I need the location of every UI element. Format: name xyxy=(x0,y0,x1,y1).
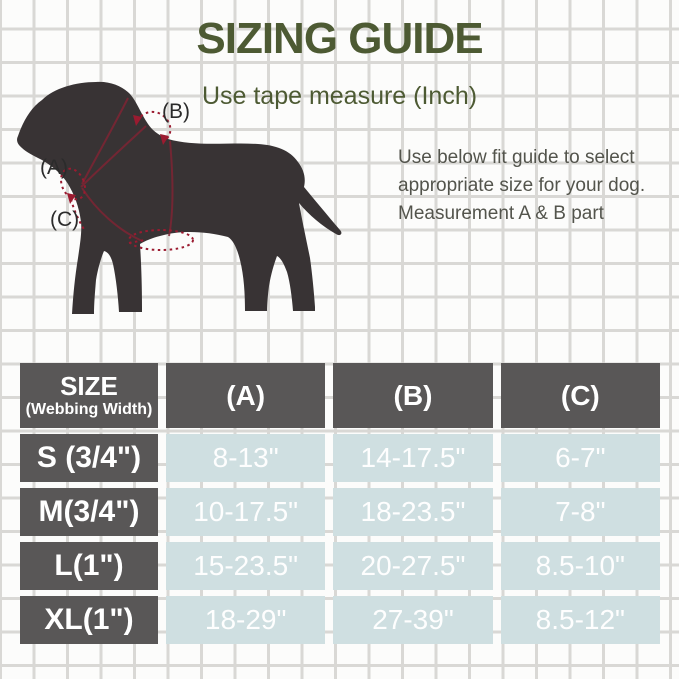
size-table: SIZE (Webbing Width) (A) (B) (C) S (3/4"… xyxy=(20,363,660,644)
size-table-header-col-b: (B) xyxy=(333,363,493,428)
measure-label-c: (C) xyxy=(50,208,80,231)
page-title: SIZING GUIDE xyxy=(196,14,483,63)
fit-note-line2: appropriate size for your dog. xyxy=(398,175,646,196)
size-table-header-size: SIZE (Webbing Width) xyxy=(20,363,158,428)
value-cell-m-c: 7-8" xyxy=(500,488,660,536)
size-cell-m: M(3/4") xyxy=(20,488,158,536)
size-cell-s: S (3/4") xyxy=(20,434,158,482)
measurement-arrowheads xyxy=(67,115,169,204)
size-header-sublabel: (Webbing Width) xyxy=(25,401,153,418)
dog-silhouette-illustration xyxy=(17,81,342,315)
value-cell-l-b: 20-27.5" xyxy=(333,542,493,590)
value-cell-m-a: 10-17.5" xyxy=(166,488,326,536)
fit-note-line1: Use below fit guide to select xyxy=(398,147,635,168)
value-cell-l-c: 8.5-10" xyxy=(500,542,660,590)
size-cell-l: L(1") xyxy=(20,542,158,590)
value-cell-m-b: 18-23.5" xyxy=(333,488,493,536)
subtitle: Use tape measure (Inch) xyxy=(201,82,478,110)
harness-strap-lines xyxy=(80,97,174,242)
value-cell-s-a: 8-13" xyxy=(166,434,326,482)
measure-label-a: (A) xyxy=(40,156,68,179)
dog-silhouette xyxy=(17,81,342,315)
value-cell-l-a: 15-23.5" xyxy=(166,542,326,590)
size-table-header-col-c: (C) xyxy=(500,363,660,428)
size-table-header-col-a: (A) xyxy=(166,363,326,428)
value-cell-s-c: 6-7" xyxy=(500,434,660,482)
measure-label-b: (B) xyxy=(162,100,190,123)
fit-note: Use below fit guide to select appropriat… xyxy=(398,144,658,228)
dog-measurement-diagram: (A) (B) (C) xyxy=(0,80,355,330)
size-cell-xl: XL(1") xyxy=(20,596,158,644)
value-cell-xl-b: 27-39" xyxy=(333,596,493,644)
size-header-label: SIZE xyxy=(60,371,118,401)
value-cell-s-b: 14-17.5" xyxy=(333,434,493,482)
value-cell-xl-a: 18-29" xyxy=(166,596,326,644)
value-cell-xl-c: 8.5-12" xyxy=(500,596,660,644)
fit-note-line3: Measurement A & B part xyxy=(398,203,604,224)
